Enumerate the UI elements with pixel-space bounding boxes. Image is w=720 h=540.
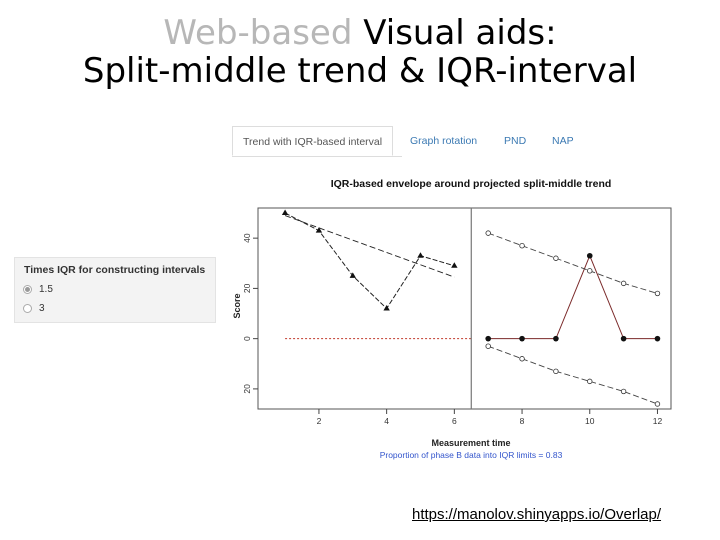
data-point-b (654, 335, 661, 342)
envelope-point-upper (620, 280, 627, 287)
x-tick-label: 12 (653, 416, 663, 426)
data-point-a (281, 209, 289, 216)
title-line-1: Web-based Visual aids: (0, 14, 720, 52)
envelope-point-lower (654, 401, 661, 407)
data-point-b (519, 335, 525, 342)
radio-label: 1.5 (39, 283, 53, 295)
chart-subtitle: Proportion of phase B data into IQR limi… (380, 450, 563, 460)
series-line-a (284, 212, 455, 310)
series-line-b (488, 254, 658, 340)
data-point-b (620, 335, 627, 342)
envelope-point-lower (485, 343, 491, 349)
iqr-chart: IQR-based envelope around projected spli… (232, 178, 672, 460)
slide-title: Web-based Visual aids: Split-middle tren… (0, 14, 720, 90)
data-point-a (383, 305, 390, 311)
title-web-based: Web-based (163, 13, 353, 53)
x-tick-label: 2 (317, 416, 322, 426)
envelope-line-upper (488, 232, 658, 294)
tab-trend-iqr[interactable]: Trend with IQR-based interval (232, 126, 394, 156)
data-point-b (586, 252, 593, 259)
envelope-point-upper (553, 255, 559, 261)
envelope-point-upper (654, 290, 661, 297)
tab-graph-rotation[interactable]: Graph rotation (410, 135, 478, 147)
tab-pnd[interactable]: PND (504, 135, 527, 147)
trend-line-a (284, 215, 455, 278)
x-tick-label: 10 (585, 416, 595, 426)
plot-area (257, 207, 672, 410)
y-tick-label: 0 (242, 336, 252, 341)
envelope-point-upper (519, 242, 525, 249)
data-point-a (451, 262, 458, 268)
tab-nap[interactable]: NAP (552, 135, 574, 147)
data-point-a (315, 227, 323, 233)
radio-unselected-icon[interactable] (23, 303, 32, 313)
envelope-line-lower (488, 345, 658, 405)
title-visual-aids: Visual aids: (352, 13, 557, 53)
x-axis-label: Measurement time (431, 438, 510, 448)
radio-label: 3 (39, 302, 45, 314)
data-point-a (349, 272, 356, 278)
iqr-options-panel: Times IQR for constructing intervals 1.5… (14, 257, 216, 323)
envelope-point-lower (553, 368, 559, 375)
chart-title: IQR-based envelope around projected spli… (331, 178, 612, 190)
panel-title: Times IQR for constructing intervals (24, 264, 206, 276)
x-tick-label: 8 (520, 416, 525, 426)
y-axis: 20 0 20 40 (242, 233, 258, 394)
x-axis: 2 4 6 8 10 12 (317, 409, 663, 426)
radio-option-3[interactable]: 3 (23, 301, 45, 315)
y-axis-label: Score (232, 293, 242, 318)
data-point-b (485, 335, 491, 342)
tab-bar: Trend with IQR-based interval Graph rota… (232, 126, 592, 156)
tab-underline (232, 156, 402, 157)
x-tick-label: 4 (384, 416, 389, 426)
x-tick-label: 6 (452, 416, 457, 426)
source-link[interactable]: https://manolov.shinyapps.io/Overlap/ (412, 506, 662, 523)
radio-selected-icon[interactable] (23, 284, 32, 294)
envelope-point-lower (620, 388, 627, 395)
title-line-2: Split-middle trend & IQR-interval (82, 51, 638, 91)
envelope-point-lower (587, 378, 593, 385)
data-point-a (417, 252, 424, 258)
envelope-point-upper (485, 230, 491, 236)
y-tick-label: 20 (242, 283, 252, 293)
envelope-point-lower (519, 356, 525, 362)
y-tick-label: 40 (242, 233, 252, 243)
radio-option-1-5[interactable]: 1.5 (23, 282, 53, 296)
y-tick-label: 20 (242, 384, 252, 394)
data-point-b (553, 335, 559, 342)
envelope-point-upper (587, 268, 593, 274)
chart-marks (281, 208, 661, 409)
